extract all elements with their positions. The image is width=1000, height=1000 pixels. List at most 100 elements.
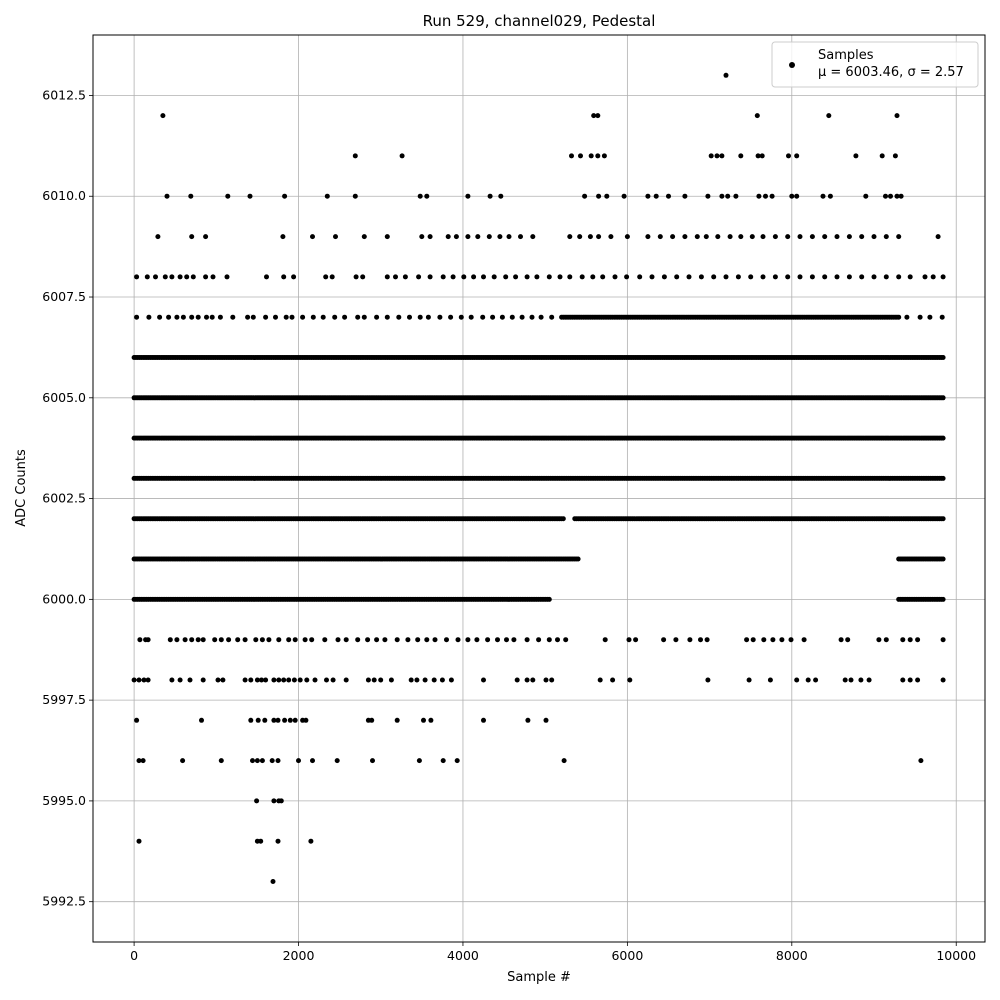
data-point [703,234,709,240]
data-point [303,717,309,723]
data-point [733,193,739,199]
data-point [187,677,193,683]
data-point [310,758,315,764]
data-point [312,677,318,683]
data-point [361,234,367,240]
data-point [601,153,607,159]
data-point [822,234,828,240]
data-point [604,193,610,199]
data-point [624,234,630,240]
data-point [789,193,795,199]
data-point [761,637,767,643]
data-point [190,274,196,280]
data-point [292,717,298,723]
data-point [300,314,306,320]
data-point [160,113,166,119]
data-point [369,717,375,723]
data-point [424,193,430,199]
data-point [269,758,275,764]
data-point [687,637,693,643]
data-point [569,153,574,159]
data-point [263,314,269,320]
data-point [524,274,530,280]
data-point [399,153,405,159]
data-point [627,677,633,683]
data-point [323,274,329,280]
data-point [498,193,504,199]
data-point [935,234,941,240]
data-point [131,677,137,683]
data-point [352,153,358,159]
data-point [180,758,186,764]
data-point [258,838,264,844]
y-tick-label: 6010.0 [42,188,86,203]
data-point [225,193,231,199]
data-point [883,234,889,240]
y-axis-label: ADC Counts [14,449,29,527]
data-point [755,153,761,159]
data-point [657,234,663,240]
data-point [805,677,811,683]
data-point [419,234,425,240]
data-point [794,153,800,159]
data-point [900,677,906,683]
data-point [838,637,844,643]
x-axis-ticks: 0 2000 4000 6000 8000 10000 [130,942,976,963]
legend-box [771,41,979,88]
data-point [388,677,394,683]
data-point [424,637,430,643]
data-point [786,153,791,159]
data-point [567,274,573,280]
data-point [497,234,503,240]
data-point [529,314,535,320]
data-point [242,677,248,683]
data-point [503,274,509,280]
data-point [900,637,906,643]
data-point [405,637,411,643]
data-point [137,637,143,643]
data-point [504,637,509,643]
data-point [653,193,659,199]
data-point [217,314,223,320]
data-point [253,637,259,643]
data-point [575,556,581,562]
data-point [698,637,703,643]
data-point [230,314,236,320]
data-point [330,677,336,683]
data-point [136,758,142,764]
data-point [871,234,877,240]
data-point [738,153,744,159]
data-point [546,596,552,602]
data-point [820,193,826,199]
data-point [543,717,549,723]
data-point [845,637,851,643]
data-point [907,274,913,280]
data-point [495,637,500,643]
y-axis-ticks: 5992.5 5995.0 5997.5 6000.0 6002.5 6005.0 6007… [42,87,93,909]
data-point [220,677,226,683]
data-point [167,637,173,643]
data-point [215,677,221,683]
data-point [645,234,651,240]
data-point [708,153,714,159]
data-point [530,234,536,240]
data-point [538,314,544,320]
data-point [282,193,288,199]
data-point [579,274,585,280]
data-point [440,758,446,764]
data-point [770,637,776,643]
data-point [352,193,358,199]
data-point [590,274,596,280]
data-point [491,274,497,280]
data-point [801,637,807,643]
data-point [437,314,443,320]
data-point [262,717,268,723]
data-point [310,234,315,240]
data-point [188,193,194,199]
data-point [785,274,791,280]
data-point [940,435,946,441]
data-point [264,274,269,280]
data-point [166,314,172,320]
data-point [756,193,762,199]
data-point [177,677,183,683]
